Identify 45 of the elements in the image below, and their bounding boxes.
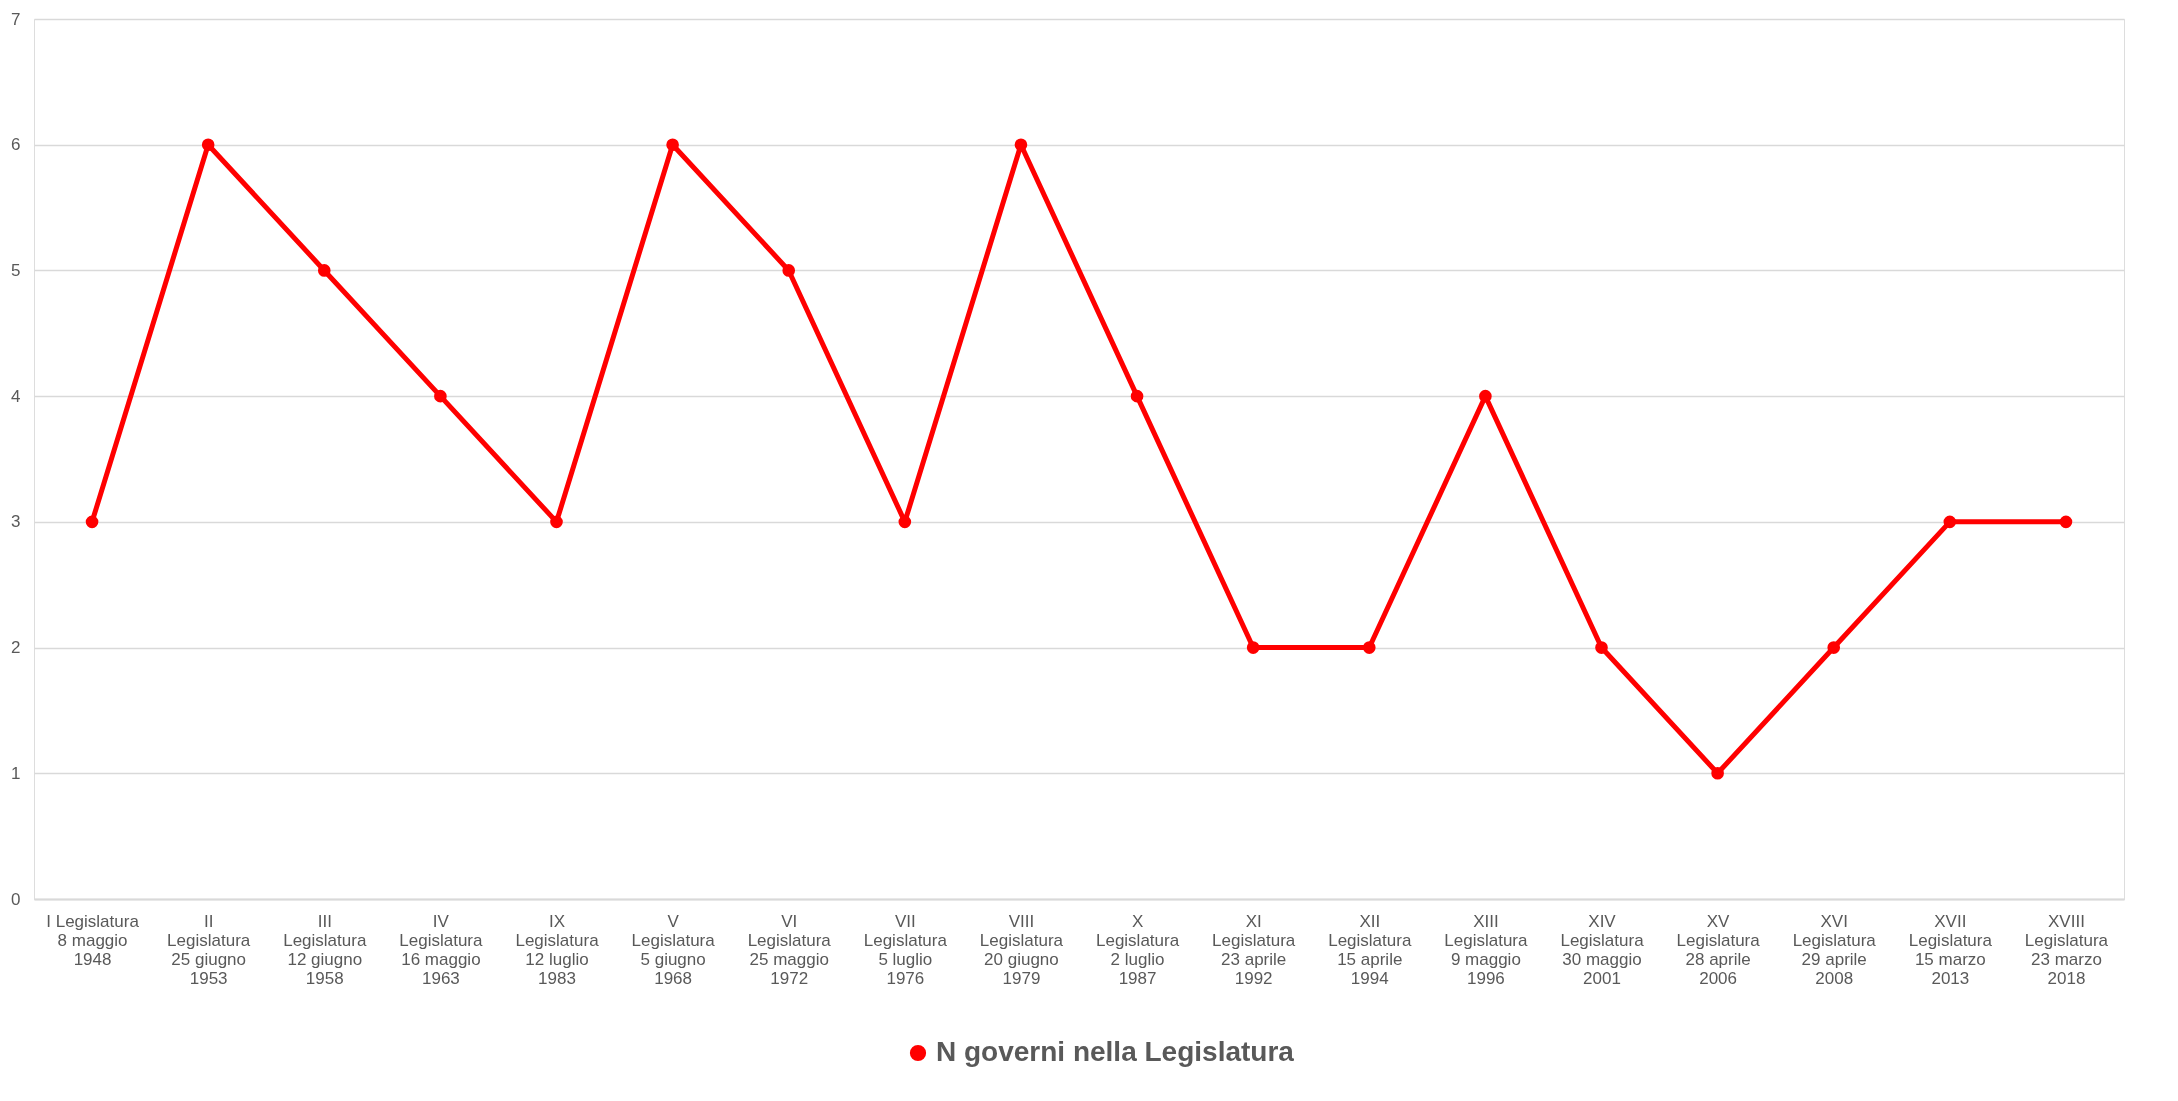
y-tick-label: 4 bbox=[11, 386, 21, 406]
point bbox=[1827, 641, 1841, 654]
point bbox=[1130, 389, 1144, 403]
point bbox=[1479, 389, 1492, 403]
point bbox=[1014, 138, 1028, 152]
x-tick-label: V Legislatura 5 giugno 1968 bbox=[631, 911, 716, 988]
x-tick-label: XVII Legislatura 15 marzo 2013 bbox=[1908, 911, 1993, 988]
x-tick-label: I Legislatura 8 maggio 1948 bbox=[46, 911, 140, 969]
x-tick-label: VII Legislatura 5 luglio 1976 bbox=[863, 911, 948, 988]
point bbox=[550, 515, 563, 529]
point bbox=[434, 389, 447, 403]
y-tick-label: 3 bbox=[11, 512, 21, 532]
point bbox=[85, 515, 99, 529]
x-tick-label: XII Legislatura 15 aprile 1994 bbox=[1328, 911, 1412, 988]
x-tick-label: X Legislatura 2 luglio 1987 bbox=[1095, 911, 1180, 988]
y-tick-label: 5 bbox=[11, 260, 21, 280]
x-tick-label: VI Legislatura 25 maggio 1972 bbox=[747, 911, 832, 988]
x-tick-label: XIII Legislatura 9 maggio 1996 bbox=[1444, 911, 1529, 988]
point bbox=[201, 138, 215, 152]
point bbox=[1595, 641, 1608, 654]
x-tick-label: XVI Legislatura 29 aprile 2008 bbox=[1792, 911, 1877, 988]
point bbox=[1943, 515, 1957, 529]
y-tick-label: 7 bbox=[11, 9, 21, 29]
x-tick-label: XI Legislatura 23 aprile 1992 bbox=[1212, 911, 1296, 988]
x-tick-label: II Legislatura 25 giugno 1953 bbox=[167, 911, 251, 988]
y-tick-label: 6 bbox=[11, 135, 21, 155]
point bbox=[317, 264, 331, 277]
x-tick-label: XIV Legislatura 30 maggio 2001 bbox=[1560, 911, 1645, 988]
x-tick-label: XVIII Legislatura 23 marzo 2018 bbox=[2024, 911, 2109, 988]
point bbox=[1711, 766, 1724, 780]
point bbox=[2059, 515, 2073, 529]
x-tick-label: VIII Legislatura 20 giugno 1979 bbox=[979, 911, 1064, 988]
y-tick-label: 0 bbox=[11, 889, 21, 909]
point bbox=[1246, 641, 1260, 654]
point bbox=[898, 515, 912, 529]
y-tick-label: 2 bbox=[11, 638, 21, 658]
legend-label: N governi nella Legislatura bbox=[936, 1036, 1295, 1067]
point bbox=[782, 264, 796, 277]
x-tick-label: III Legislatura 12 giugno 1958 bbox=[283, 911, 367, 988]
x-tick-label: XV Legislatura 28 aprile 2006 bbox=[1676, 911, 1761, 988]
point bbox=[666, 138, 679, 152]
point bbox=[1362, 641, 1376, 654]
x-tick-label: IV Legislatura 16 maggio 1963 bbox=[399, 911, 484, 988]
x-tick-label: IX Legislatura 12 luglio 1983 bbox=[515, 911, 600, 988]
y-tick-label: 1 bbox=[11, 763, 21, 783]
